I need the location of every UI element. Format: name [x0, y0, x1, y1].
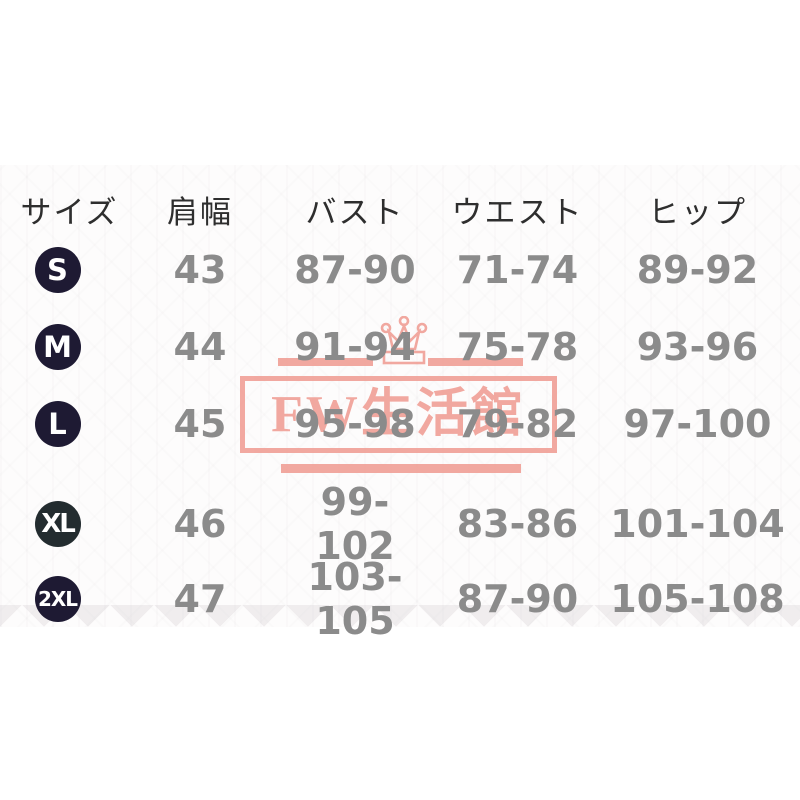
table-row-xl: XL 46 99-102 83-86 101-104: [0, 480, 800, 568]
table-row-2xl: 2XL 47 103-105 87-90 105-108: [0, 555, 800, 643]
background-pattern-band: [0, 165, 800, 631]
hip-value: 105-108: [610, 577, 785, 621]
shoulder-value: 47: [173, 577, 227, 621]
hip-value: 89-92: [636, 248, 759, 292]
shoulder-value: 43: [173, 248, 227, 292]
crown-icon: [380, 316, 428, 365]
watermark-box: FW生活館: [240, 376, 557, 453]
size-badge-l: L: [34, 401, 81, 447]
header-shoulder: 肩幅: [167, 194, 233, 230]
header-waist: ウエスト: [451, 194, 584, 230]
bust-value: 99-102: [315, 480, 395, 568]
hip-value: 97-100: [623, 402, 772, 446]
hip-value: 101-104: [610, 502, 785, 546]
waist-value: 79-82: [456, 402, 579, 446]
table-header-row: サイズ 肩幅 バスト ウエスト ヒップ: [0, 181, 800, 237]
watermark-bar-right: [428, 358, 523, 366]
header-size: サイズ: [20, 194, 119, 230]
watermark-brand-text: FW生活館: [271, 385, 526, 443]
shoulder-value: 46: [173, 502, 227, 546]
header-bust: バスト: [305, 194, 405, 230]
shoulder-value: 45: [173, 402, 227, 446]
shoulder-value: 44: [173, 325, 227, 369]
bust-value: 95-98: [294, 402, 416, 446]
hip-value: 93-96: [636, 325, 759, 369]
bust-value: 87-90: [294, 248, 416, 292]
size-badge-2xl: 2XL: [34, 576, 81, 622]
table-row-l: L 45 95-98 79-82 97-100: [0, 396, 800, 452]
waist-value: 75-78: [456, 325, 579, 369]
header-hip: ヒップ: [648, 194, 747, 230]
size-badge-m: M: [34, 324, 81, 370]
watermark-bar-left: [278, 358, 373, 366]
table-row-s: S 43 87-90 71-74 89-92: [0, 242, 800, 298]
waist-value: 83-86: [456, 502, 579, 546]
waist-value: 87-90: [456, 577, 579, 621]
size-badge-s: S: [34, 247, 81, 293]
bust-value: 103-105: [307, 555, 403, 643]
size-badge-xl: XL: [34, 501, 81, 547]
waist-value: 71-74: [456, 248, 579, 292]
bust-value: 91-94: [294, 325, 416, 369]
table-row-m: M 44 91-94 75-78 93-96: [0, 319, 800, 375]
watermark-bar-bottom: [281, 464, 521, 473]
